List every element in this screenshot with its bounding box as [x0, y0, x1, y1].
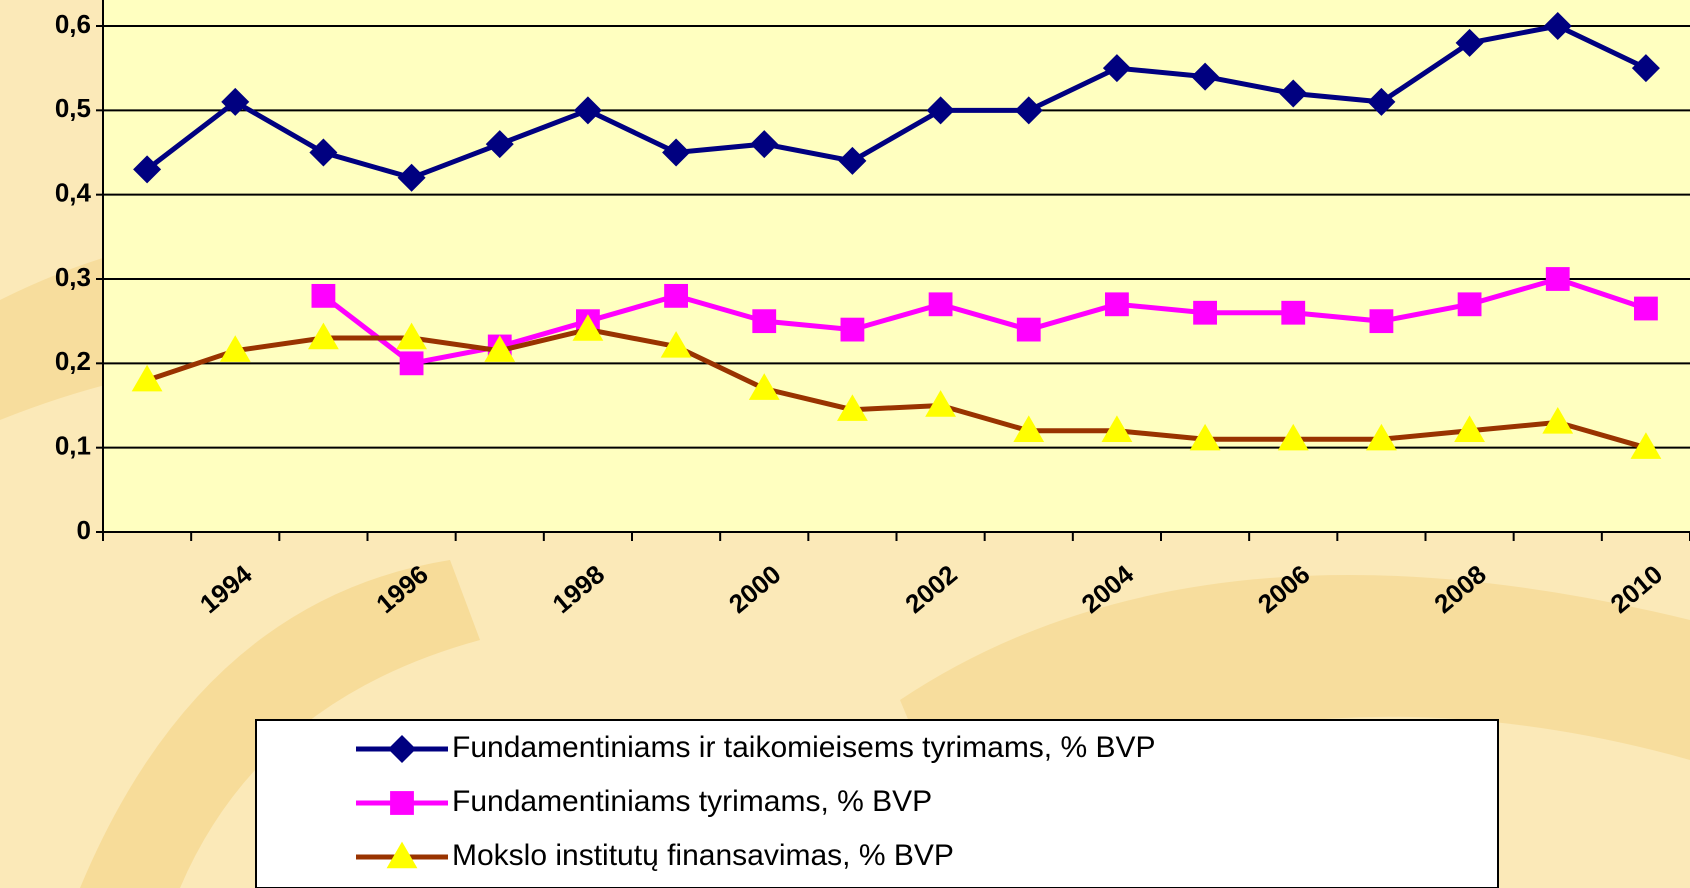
marker [925, 390, 956, 417]
marker [1191, 62, 1220, 91]
y-tick-label: 0,3 [55, 262, 91, 292]
marker [1366, 423, 1397, 451]
marker [396, 322, 427, 350]
y-tick-label: 0 [77, 515, 91, 545]
legend-label: Fundamentiniams tyrimams, % BVP [452, 785, 932, 818]
marker [1631, 54, 1660, 83]
marker [1542, 406, 1574, 434]
marker [1101, 415, 1133, 442]
marker [1454, 415, 1485, 442]
marker [1016, 317, 1041, 342]
y-tick-label: 0,4 [55, 178, 92, 208]
marker [399, 351, 424, 376]
marker [311, 283, 336, 308]
marker [573, 96, 602, 125]
marker [1014, 96, 1043, 125]
marker [1281, 300, 1306, 325]
marker [221, 87, 250, 116]
marker [485, 130, 514, 159]
legend-label: Mokslo institutų finansavimas, % BVP [452, 839, 954, 872]
marker [1367, 87, 1396, 116]
marker [1369, 309, 1394, 334]
marker [1630, 432, 1662, 459]
marker [484, 335, 516, 362]
legend-label: Fundamentiniams ir taikomieisems tyrimam… [452, 731, 1156, 764]
marker [1545, 267, 1570, 291]
marker [837, 394, 868, 421]
marker [219, 335, 251, 362]
series-line [146, 327, 1647, 451]
marker [131, 364, 163, 392]
marker [1105, 292, 1129, 317]
marker [572, 314, 604, 341]
marker [1543, 12, 1572, 40]
marker [388, 735, 416, 763]
marker [926, 96, 955, 125]
marker [397, 163, 426, 192]
series-line [145, 23, 1647, 181]
marker [664, 283, 688, 308]
marker [1455, 28, 1484, 57]
y-tick-label: 0,6 [55, 9, 91, 39]
legend [255, 719, 1499, 888]
marker [1193, 300, 1217, 325]
marker [750, 130, 779, 159]
marker [1189, 423, 1221, 451]
plot-area [103, 0, 1690, 532]
y-tick-label: 0,2 [55, 346, 91, 376]
y-tick-label: 0,1 [55, 431, 91, 461]
marker [1457, 292, 1482, 317]
marker [1277, 423, 1309, 451]
marker [1634, 296, 1658, 321]
series-line [321, 276, 1647, 366]
marker [133, 155, 162, 184]
marker [662, 138, 691, 167]
marker [928, 292, 953, 317]
marker [390, 791, 414, 815]
marker [309, 138, 338, 167]
marker [1279, 79, 1308, 108]
marker [748, 373, 780, 400]
marker [1102, 54, 1131, 83]
marker [840, 317, 865, 342]
marker [1013, 415, 1045, 442]
y-tick-label: 0,5 [55, 93, 91, 123]
marker [660, 331, 692, 358]
marker [752, 309, 777, 334]
marker [386, 841, 418, 869]
marker [838, 146, 867, 175]
marker [308, 322, 339, 350]
